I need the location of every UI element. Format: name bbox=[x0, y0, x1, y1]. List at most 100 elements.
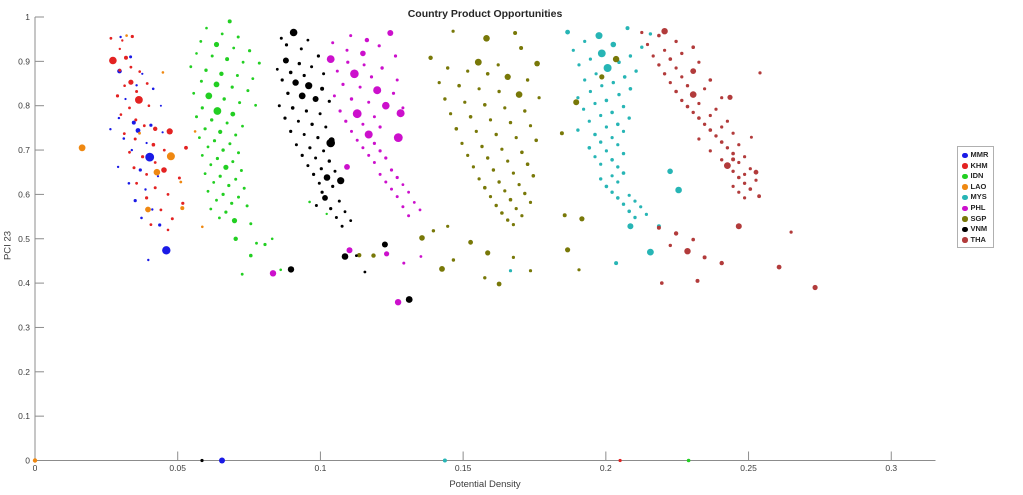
legend-marker-icon bbox=[962, 173, 968, 180]
data-point-SGP bbox=[485, 72, 490, 76]
data-point-PHL bbox=[395, 195, 399, 199]
data-point-SGP bbox=[503, 189, 507, 193]
data-point-VNM bbox=[312, 172, 316, 176]
data-point-MYS bbox=[621, 171, 626, 175]
data-point-IDN bbox=[236, 35, 240, 39]
data-point-VNM bbox=[318, 112, 322, 116]
data-point-MYS bbox=[582, 107, 586, 111]
data-point-SGP bbox=[468, 115, 473, 119]
data-point-SGP bbox=[468, 239, 473, 245]
data-point-SGP bbox=[497, 180, 501, 184]
data-point-THA bbox=[680, 75, 684, 79]
data-point-MYS bbox=[508, 269, 513, 273]
data-point-SGP bbox=[515, 91, 523, 98]
data-point-KHM bbox=[132, 166, 136, 170]
data-point-IDN bbox=[231, 218, 238, 224]
data-point-IDN bbox=[221, 192, 225, 196]
data-point-PHL bbox=[401, 183, 405, 187]
data-point-SGP bbox=[460, 141, 464, 145]
data-point-MYS bbox=[633, 199, 637, 203]
data-point-SGP bbox=[488, 195, 493, 199]
data-point-IDN bbox=[246, 89, 250, 93]
data-point-MYS bbox=[604, 149, 609, 153]
data-point-MYS bbox=[621, 202, 626, 206]
data-point-THA bbox=[651, 54, 655, 58]
data-point-VNM bbox=[302, 73, 306, 78]
data-point-THA bbox=[743, 155, 747, 159]
data-point-THA bbox=[656, 225, 661, 230]
data-point-MYS bbox=[599, 162, 603, 166]
data-point-SGP bbox=[511, 171, 515, 175]
data-point-VNM bbox=[300, 153, 304, 157]
y-tick-label: 0.8 bbox=[18, 101, 30, 111]
data-point-SGP bbox=[497, 89, 501, 94]
legend-marker-icon bbox=[962, 205, 968, 212]
legend-item-SGP: SGP bbox=[962, 214, 988, 225]
data-point-VNM bbox=[289, 129, 293, 133]
data-point-SGP bbox=[477, 177, 481, 181]
data-point-SGP bbox=[496, 281, 502, 287]
data-point-VNM bbox=[306, 38, 310, 42]
data-point-VNM bbox=[327, 99, 331, 103]
data-point-PHL bbox=[384, 180, 388, 184]
data-point-PHL bbox=[393, 133, 403, 143]
data-point-PHL bbox=[338, 109, 342, 113]
data-point-SGP bbox=[520, 214, 524, 218]
data-point-THA bbox=[737, 160, 741, 165]
data-point-MYS bbox=[616, 180, 620, 184]
data-point-VNM bbox=[322, 149, 326, 153]
legend-marker-icon bbox=[962, 184, 968, 190]
data-point-PHL bbox=[361, 122, 365, 126]
data-point-VNM bbox=[324, 125, 328, 129]
data-point-KHM bbox=[166, 128, 173, 135]
data-point-SGP bbox=[457, 83, 461, 88]
data-point-KHM bbox=[121, 39, 124, 42]
data-point-VNM bbox=[280, 78, 284, 82]
data-point-SGP bbox=[534, 60, 540, 67]
data-point-PHL bbox=[367, 100, 371, 104]
data-point-MMR bbox=[140, 216, 143, 220]
data-point-VNM bbox=[331, 184, 335, 188]
legend-item-THA: THA bbox=[962, 235, 988, 246]
data-point-KHM bbox=[184, 145, 188, 150]
data-point-KHM bbox=[123, 84, 126, 87]
data-point-MYS bbox=[576, 128, 580, 132]
legend-label: KHM bbox=[970, 160, 988, 170]
x-axis-label: Potential Density bbox=[449, 479, 521, 490]
data-point-KHM bbox=[142, 124, 146, 128]
data-point-IDN bbox=[222, 97, 226, 101]
data-point-IDN bbox=[238, 101, 242, 105]
data-point-MYS bbox=[599, 140, 603, 144]
data-point-MYS bbox=[621, 104, 626, 109]
data-point-PHL bbox=[335, 69, 339, 73]
data-point-THA bbox=[725, 119, 730, 123]
data-point-SGP bbox=[431, 229, 436, 233]
data-point-IDN bbox=[204, 68, 208, 72]
data-point-PHL bbox=[387, 30, 394, 36]
legend-label: VNM bbox=[970, 224, 988, 234]
data-point-MMR bbox=[129, 55, 133, 59]
data-point-THA bbox=[690, 68, 697, 74]
data-point-IDN bbox=[205, 92, 213, 100]
y-tick-label: 0 bbox=[25, 456, 30, 466]
data-point-SGP bbox=[483, 276, 487, 280]
data-point-VNM bbox=[282, 57, 289, 64]
data-point-MYS bbox=[617, 92, 621, 97]
data-point-MMR bbox=[149, 123, 153, 127]
data-point-LAO bbox=[32, 458, 38, 463]
data-point-IDN bbox=[232, 46, 236, 50]
data-point-LAO bbox=[138, 131, 141, 135]
data-point-MMR bbox=[133, 199, 137, 203]
data-point-LAO bbox=[193, 130, 197, 133]
data-point-THA bbox=[691, 45, 695, 49]
data-point-MYS bbox=[593, 155, 597, 159]
data-point-THA bbox=[776, 264, 782, 270]
data-point-MYS bbox=[610, 136, 614, 140]
data-point-THA bbox=[691, 110, 695, 115]
data-point-IDN bbox=[218, 216, 221, 220]
data-point-IDN bbox=[249, 253, 253, 258]
data-point-VNM bbox=[297, 61, 301, 66]
data-point-SGP bbox=[508, 197, 513, 202]
data-point-MYS bbox=[576, 96, 580, 100]
